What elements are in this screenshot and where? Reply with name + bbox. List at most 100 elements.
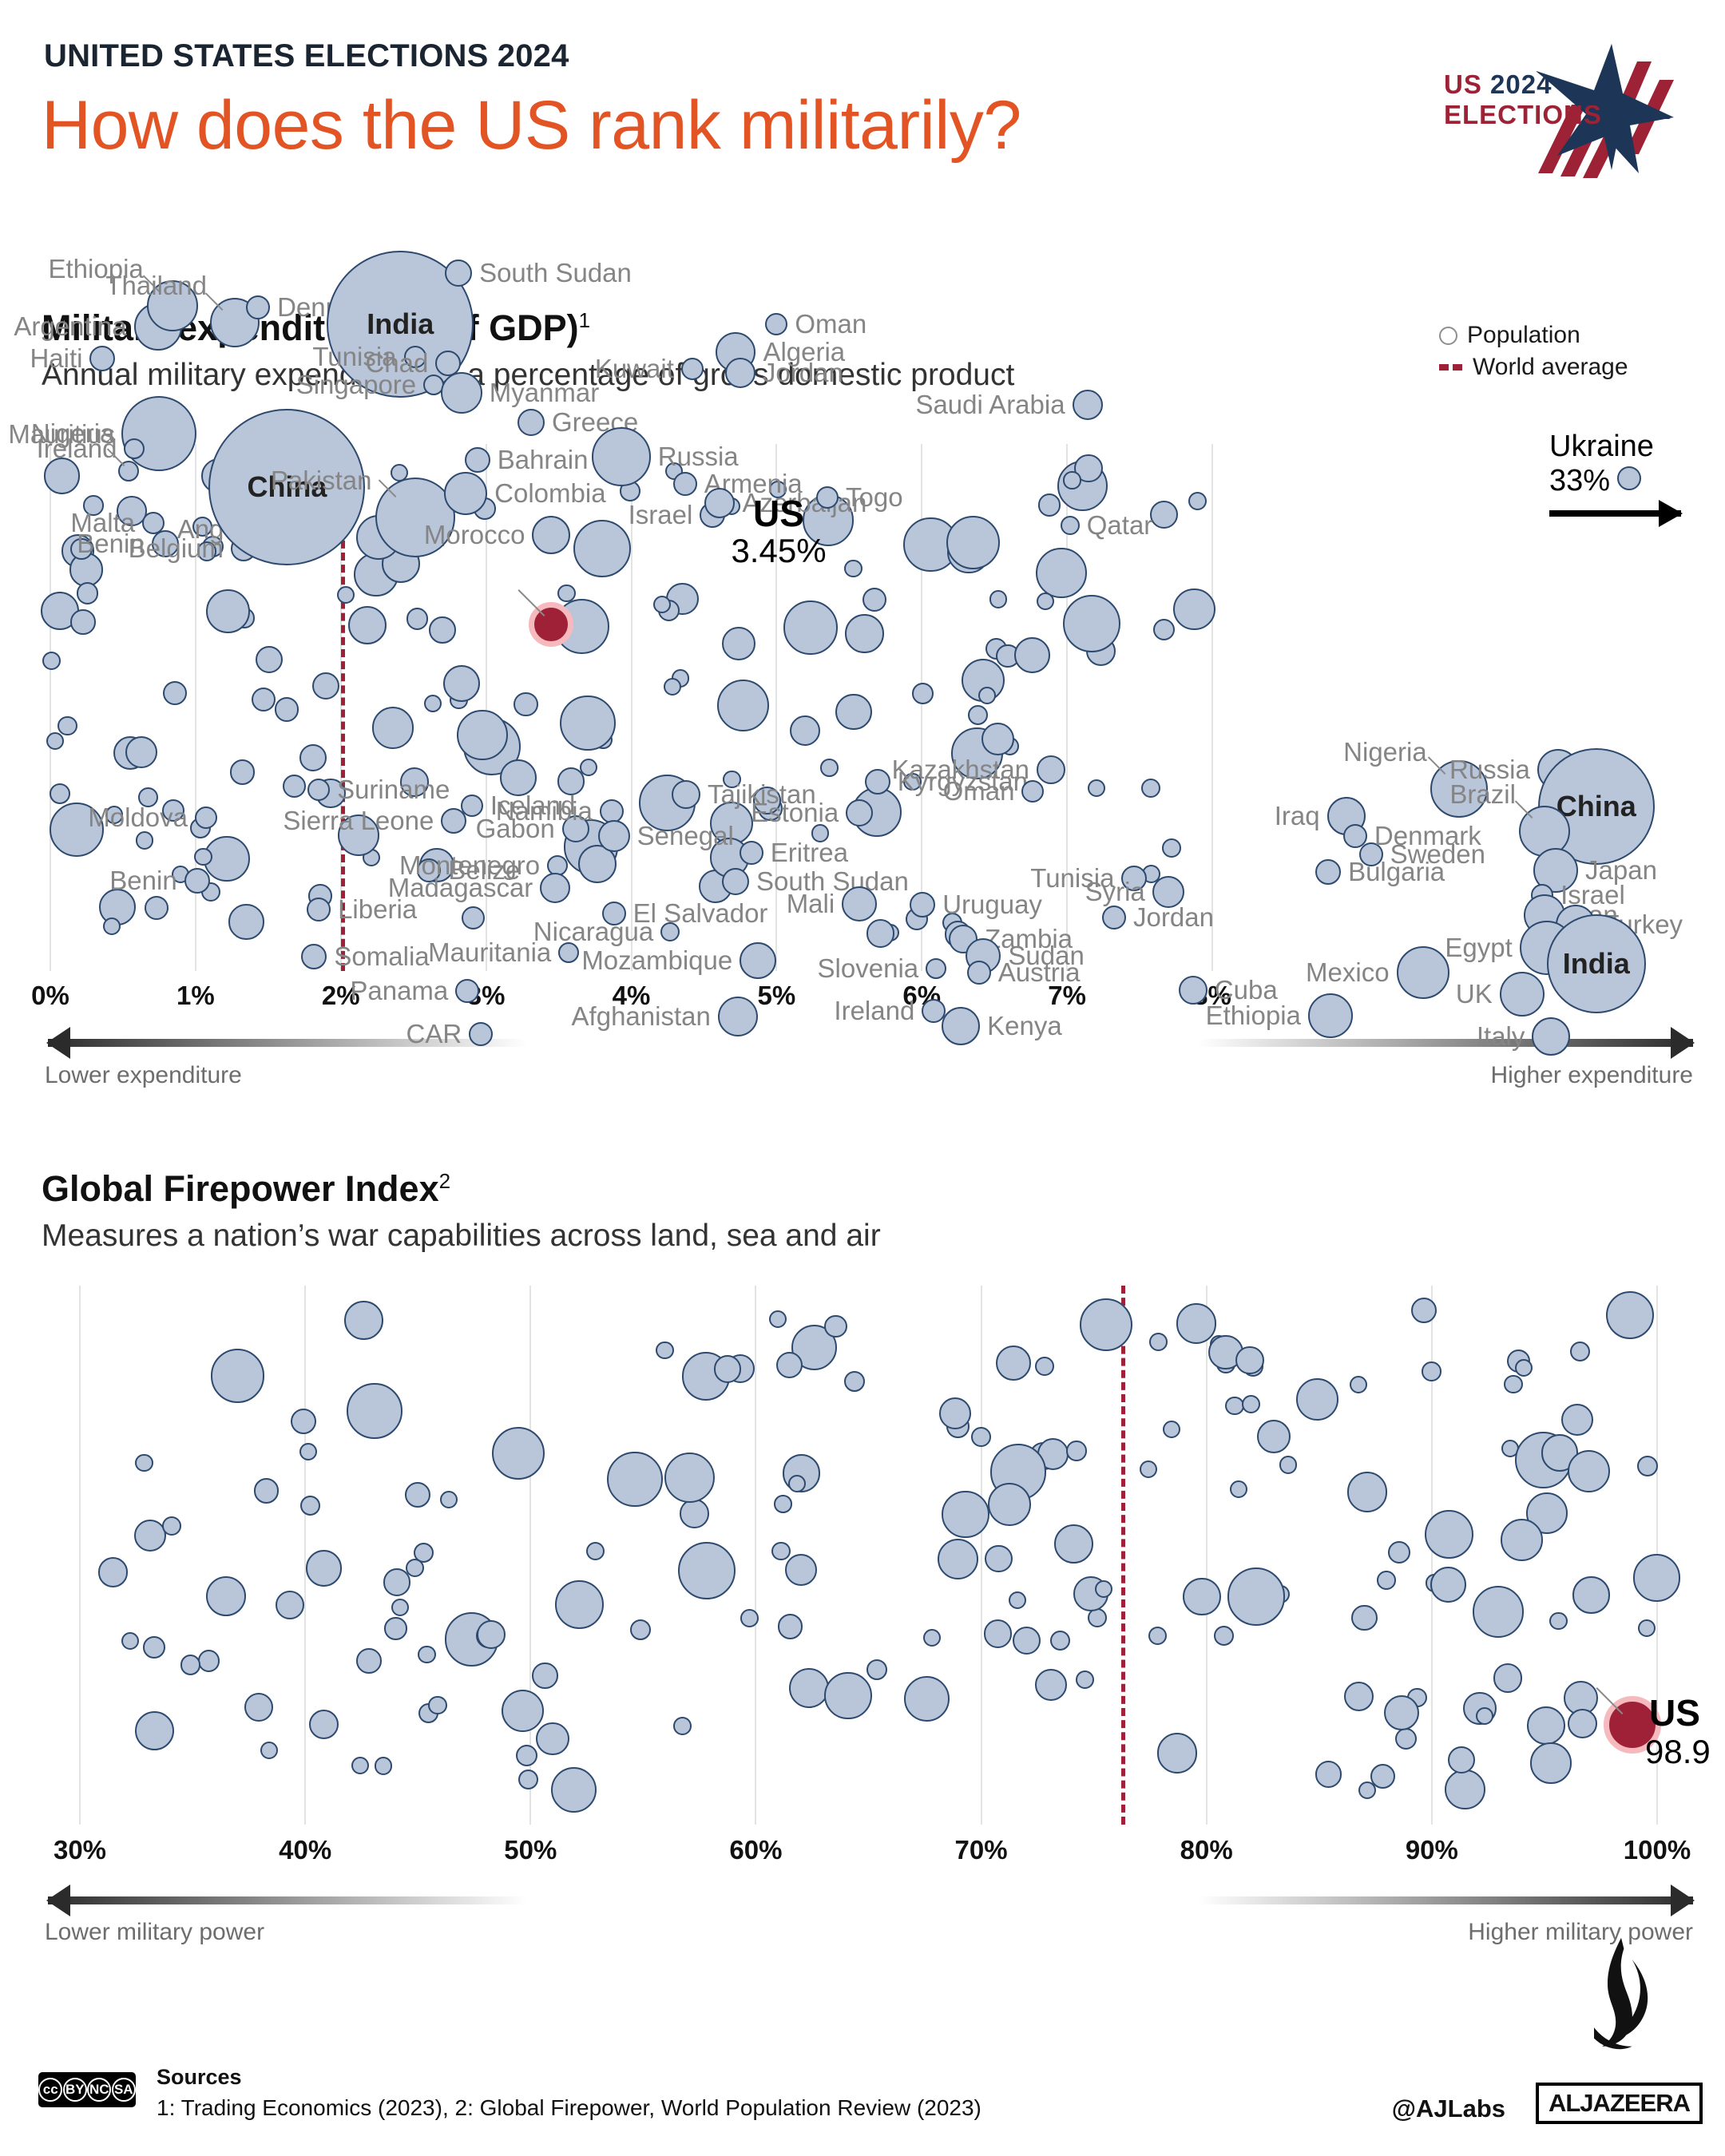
data-bubble xyxy=(76,582,99,604)
data-bubble xyxy=(1572,1576,1610,1614)
data-bubble xyxy=(1504,1374,1524,1394)
data-bubble xyxy=(672,1717,692,1736)
bubble-label-saudi-arabia: Saudi Arabia xyxy=(915,390,1065,419)
chart1-higher-arrow xyxy=(1198,1027,1695,1059)
data-bubble xyxy=(937,1539,979,1580)
data-bubble-uruguay xyxy=(910,892,936,917)
bubble-label-benin: Benin xyxy=(77,529,145,558)
data-bubble-myanmar xyxy=(440,372,482,414)
bubble-label-montenegro: Montenegro xyxy=(399,850,541,880)
chart1-axis-note-right: Higher expenditure xyxy=(1490,1062,1694,1088)
data-bubble xyxy=(135,831,153,850)
bubble-label-ireland: Ireland xyxy=(834,996,915,1025)
data-bubble xyxy=(1501,1518,1544,1561)
data-bubble-jordan xyxy=(1102,906,1127,929)
data-bubble xyxy=(664,1453,716,1504)
data-bubble xyxy=(251,688,276,712)
bubble-label-ethiopia: Ethiopia xyxy=(48,254,144,283)
bubble-label-israel: Israel xyxy=(1560,880,1625,910)
bubble-label-liberia: Liberia xyxy=(338,894,418,924)
data-bubble xyxy=(723,770,741,789)
bubble-label-myanmar: Myanmar xyxy=(489,378,600,407)
data-bubble xyxy=(1637,1455,1659,1476)
data-bubble xyxy=(161,1516,181,1536)
data-bubble xyxy=(769,480,787,498)
data-bubble xyxy=(1430,1566,1467,1603)
gridline xyxy=(630,444,632,971)
data-bubble xyxy=(142,1636,165,1659)
data-bubble xyxy=(811,824,830,842)
data-bubble xyxy=(83,495,104,516)
data-bubble-syria xyxy=(1152,876,1184,908)
data-bubble-china xyxy=(208,409,366,565)
bubble-label-slovenia: Slovenia xyxy=(817,953,919,983)
chart2-lower-arrow xyxy=(46,1885,527,1916)
data-bubble xyxy=(374,1757,393,1775)
data-bubble xyxy=(586,1541,605,1560)
us-highlight-bubble xyxy=(529,602,574,647)
data-bubble xyxy=(253,1478,280,1504)
bubble-label-ethiopia: Ethiopia xyxy=(1205,1001,1301,1030)
chart1-subtitle: Annual military expenditure as a percent… xyxy=(42,358,1015,392)
data-bubble xyxy=(255,645,284,674)
data-bubble xyxy=(1358,1781,1377,1800)
data-bubble xyxy=(69,609,96,635)
data-bubble xyxy=(1422,1361,1441,1381)
data-bubble xyxy=(967,704,988,725)
bubble-label-belize: Belize xyxy=(448,855,521,885)
data-bubble-togo xyxy=(816,486,839,509)
data-bubble-ireland xyxy=(922,999,946,1023)
gridline xyxy=(485,444,487,971)
data-bubble xyxy=(1493,1663,1522,1693)
bubble-label-russia: Russia xyxy=(657,442,739,471)
gridline xyxy=(1205,1286,1208,1825)
bubble-label-mauritania: Mauritania xyxy=(428,937,552,967)
data-bubble xyxy=(843,1371,865,1392)
data-bubble xyxy=(1076,1670,1095,1689)
data-bubble xyxy=(1227,1567,1286,1626)
data-bubble-moldova xyxy=(195,807,217,829)
bubble-label-estonia: Estonia xyxy=(751,798,839,827)
election-star-icon xyxy=(1536,44,1674,178)
data-bubble-slovenia xyxy=(926,958,947,979)
gridline xyxy=(79,1286,81,1825)
data-bubble xyxy=(70,537,93,561)
data-bubble xyxy=(1035,1668,1068,1701)
data-bubble xyxy=(1632,1554,1681,1602)
bubble-label-suriname: Suriname xyxy=(337,775,450,804)
bubble-label-malta: Malta xyxy=(70,508,136,537)
data-bubble xyxy=(987,1483,1031,1527)
data-bubble-madagascar xyxy=(540,873,571,903)
bubble-label-bahrain: Bahrain xyxy=(497,445,589,474)
data-bubble xyxy=(121,1632,140,1651)
data-bubble-haiti xyxy=(89,346,116,371)
data-bubble-panama xyxy=(455,979,480,1003)
bubble-label-italy: Italy xyxy=(1476,1021,1525,1051)
data-bubble-suriname xyxy=(307,779,331,801)
data-bubble xyxy=(1036,547,1087,599)
data-bubble xyxy=(1384,1695,1420,1731)
data-bubble xyxy=(125,735,158,768)
cc-mark-cc: cc xyxy=(38,2078,63,2102)
data-bubble xyxy=(372,707,414,749)
data-bubble xyxy=(299,744,327,772)
data-bubble xyxy=(1241,1394,1261,1414)
data-bubble xyxy=(775,1351,803,1379)
bubble-label-syria: Syria xyxy=(1085,877,1145,906)
data-bubble xyxy=(305,1550,343,1587)
data-bubble-kenya xyxy=(942,1007,981,1045)
data-bubble xyxy=(344,1301,383,1340)
data-bubble xyxy=(404,1482,430,1508)
data-bubble xyxy=(383,1568,411,1597)
data-bubble xyxy=(502,1689,545,1733)
bubble-label-tunisia: Tunisia xyxy=(1030,863,1115,893)
data-bubble-belize xyxy=(417,858,442,882)
data-bubble xyxy=(299,1443,317,1461)
data-bubble xyxy=(347,1383,402,1439)
data-bubble xyxy=(824,1314,847,1338)
bubble-label-russia: Russia xyxy=(1449,755,1530,784)
data-bubble xyxy=(1235,1346,1265,1375)
data-bubble-south-sudan xyxy=(445,260,473,287)
data-bubble xyxy=(105,806,124,824)
data-bubble xyxy=(774,1495,792,1513)
